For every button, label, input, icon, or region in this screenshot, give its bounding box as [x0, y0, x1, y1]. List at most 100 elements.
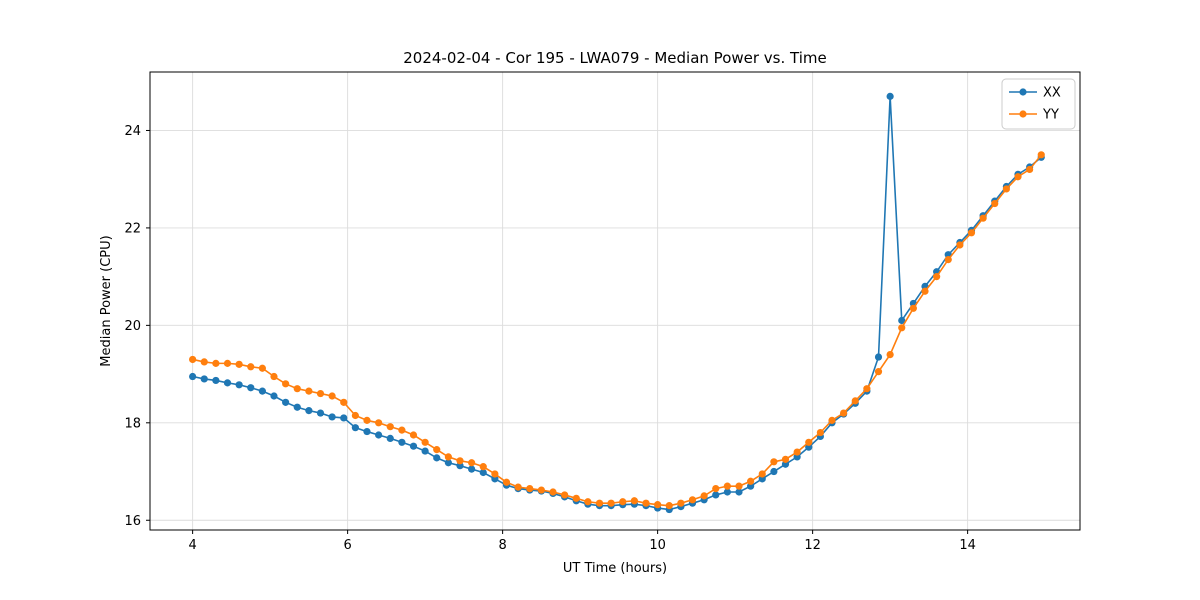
- data-point: [363, 416, 371, 424]
- data-point: [375, 431, 383, 439]
- data-point: [258, 364, 266, 372]
- data-point: [572, 494, 580, 502]
- data-point: [212, 376, 220, 385]
- tick-labels: 4 6 8 10 12 14 16 18 20 22 24: [124, 124, 975, 553]
- data-point: [398, 438, 406, 446]
- x-tick-label: 14: [959, 538, 976, 553]
- data-point: [595, 499, 604, 507]
- data-point: [328, 392, 336, 400]
- data-point: [421, 447, 429, 455]
- data-point: [456, 457, 464, 465]
- data-point: [375, 419, 383, 427]
- data-point: [316, 409, 325, 417]
- data-point: [526, 484, 534, 493]
- data-point: [340, 398, 348, 406]
- data-point: [688, 496, 697, 504]
- data-point: [409, 431, 418, 439]
- data-point: [270, 392, 278, 400]
- data-point: [630, 497, 638, 505]
- data-point: [537, 486, 545, 494]
- data-point: [328, 413, 336, 421]
- x-tick-label: 12: [804, 538, 821, 553]
- data-point: [665, 502, 673, 510]
- data-point: [770, 467, 778, 476]
- data-point: [991, 199, 999, 208]
- data-point: [189, 372, 197, 381]
- data-point: [386, 434, 394, 442]
- data-point: [212, 359, 220, 367]
- data-point: [770, 458, 778, 466]
- data-point: [874, 368, 883, 376]
- data-point: [758, 470, 766, 478]
- data-point: [712, 484, 720, 493]
- data-point: [409, 442, 418, 450]
- data-point: [189, 355, 197, 364]
- data-point: [444, 453, 452, 461]
- data-point: [247, 363, 255, 371]
- data-point: [468, 459, 476, 467]
- data-point: [491, 470, 499, 478]
- axes: [149, 71, 1081, 531]
- data-point: [828, 416, 836, 424]
- y-tick-label: 18: [124, 416, 141, 431]
- legend-entry-YY: YY: [1009, 108, 1059, 123]
- data-point: [386, 423, 394, 431]
- data-point: [909, 304, 917, 312]
- data-point: [1002, 185, 1010, 193]
- data-point: [561, 491, 569, 499]
- data-point: [944, 255, 952, 264]
- data-point: [293, 403, 301, 411]
- y-tick-label: 20: [124, 319, 141, 334]
- data-point: [723, 488, 731, 496]
- data-point: [967, 229, 976, 237]
- data-point: [712, 491, 720, 499]
- data-point: [223, 379, 232, 387]
- data-point: [316, 389, 325, 398]
- data-point: [805, 438, 813, 446]
- data-point: [979, 214, 987, 222]
- data-point: [1014, 173, 1022, 181]
- series-line-YY: [192, 154, 1042, 507]
- data-point: [468, 465, 476, 473]
- data-point: [433, 446, 441, 454]
- x-tick-label: 10: [649, 538, 666, 553]
- data-point: [723, 482, 731, 490]
- legend-entry-XX: XX: [1009, 86, 1061, 101]
- data-point: [584, 498, 592, 506]
- x-tick-label: 8: [498, 538, 506, 553]
- data-point: [502, 478, 511, 486]
- data-point: [282, 380, 290, 388]
- data-point: [747, 477, 755, 485]
- data-point: [351, 411, 359, 420]
- data-point: [235, 360, 243, 368]
- data-point: [200, 358, 208, 366]
- data-point: [654, 501, 662, 509]
- legend: XX YY: [1001, 78, 1076, 130]
- plot-area: [189, 92, 1045, 514]
- data-point: [479, 468, 487, 477]
- data-point: [549, 488, 557, 496]
- y-axis-label: Median Power (CPU): [99, 235, 114, 366]
- data-point: [874, 353, 883, 361]
- x-tick-label: 6: [343, 538, 351, 553]
- data-point: [840, 409, 848, 417]
- data-point: [886, 351, 894, 359]
- data-point: [933, 273, 941, 281]
- data-point: [607, 499, 615, 507]
- data-point: [781, 455, 790, 463]
- legend-marker: [1019, 110, 1027, 118]
- data-point: [816, 428, 824, 437]
- data-point: [956, 241, 964, 249]
- data-point: [1037, 151, 1045, 159]
- data-point: [863, 385, 871, 393]
- legend-label: YY: [1042, 108, 1059, 123]
- data-point: [270, 372, 278, 381]
- data-point: [305, 387, 313, 395]
- data-point: [200, 375, 208, 383]
- data-point: [735, 482, 743, 490]
- data-point: [886, 92, 894, 100]
- data-point: [677, 499, 685, 507]
- data-point: [444, 459, 452, 467]
